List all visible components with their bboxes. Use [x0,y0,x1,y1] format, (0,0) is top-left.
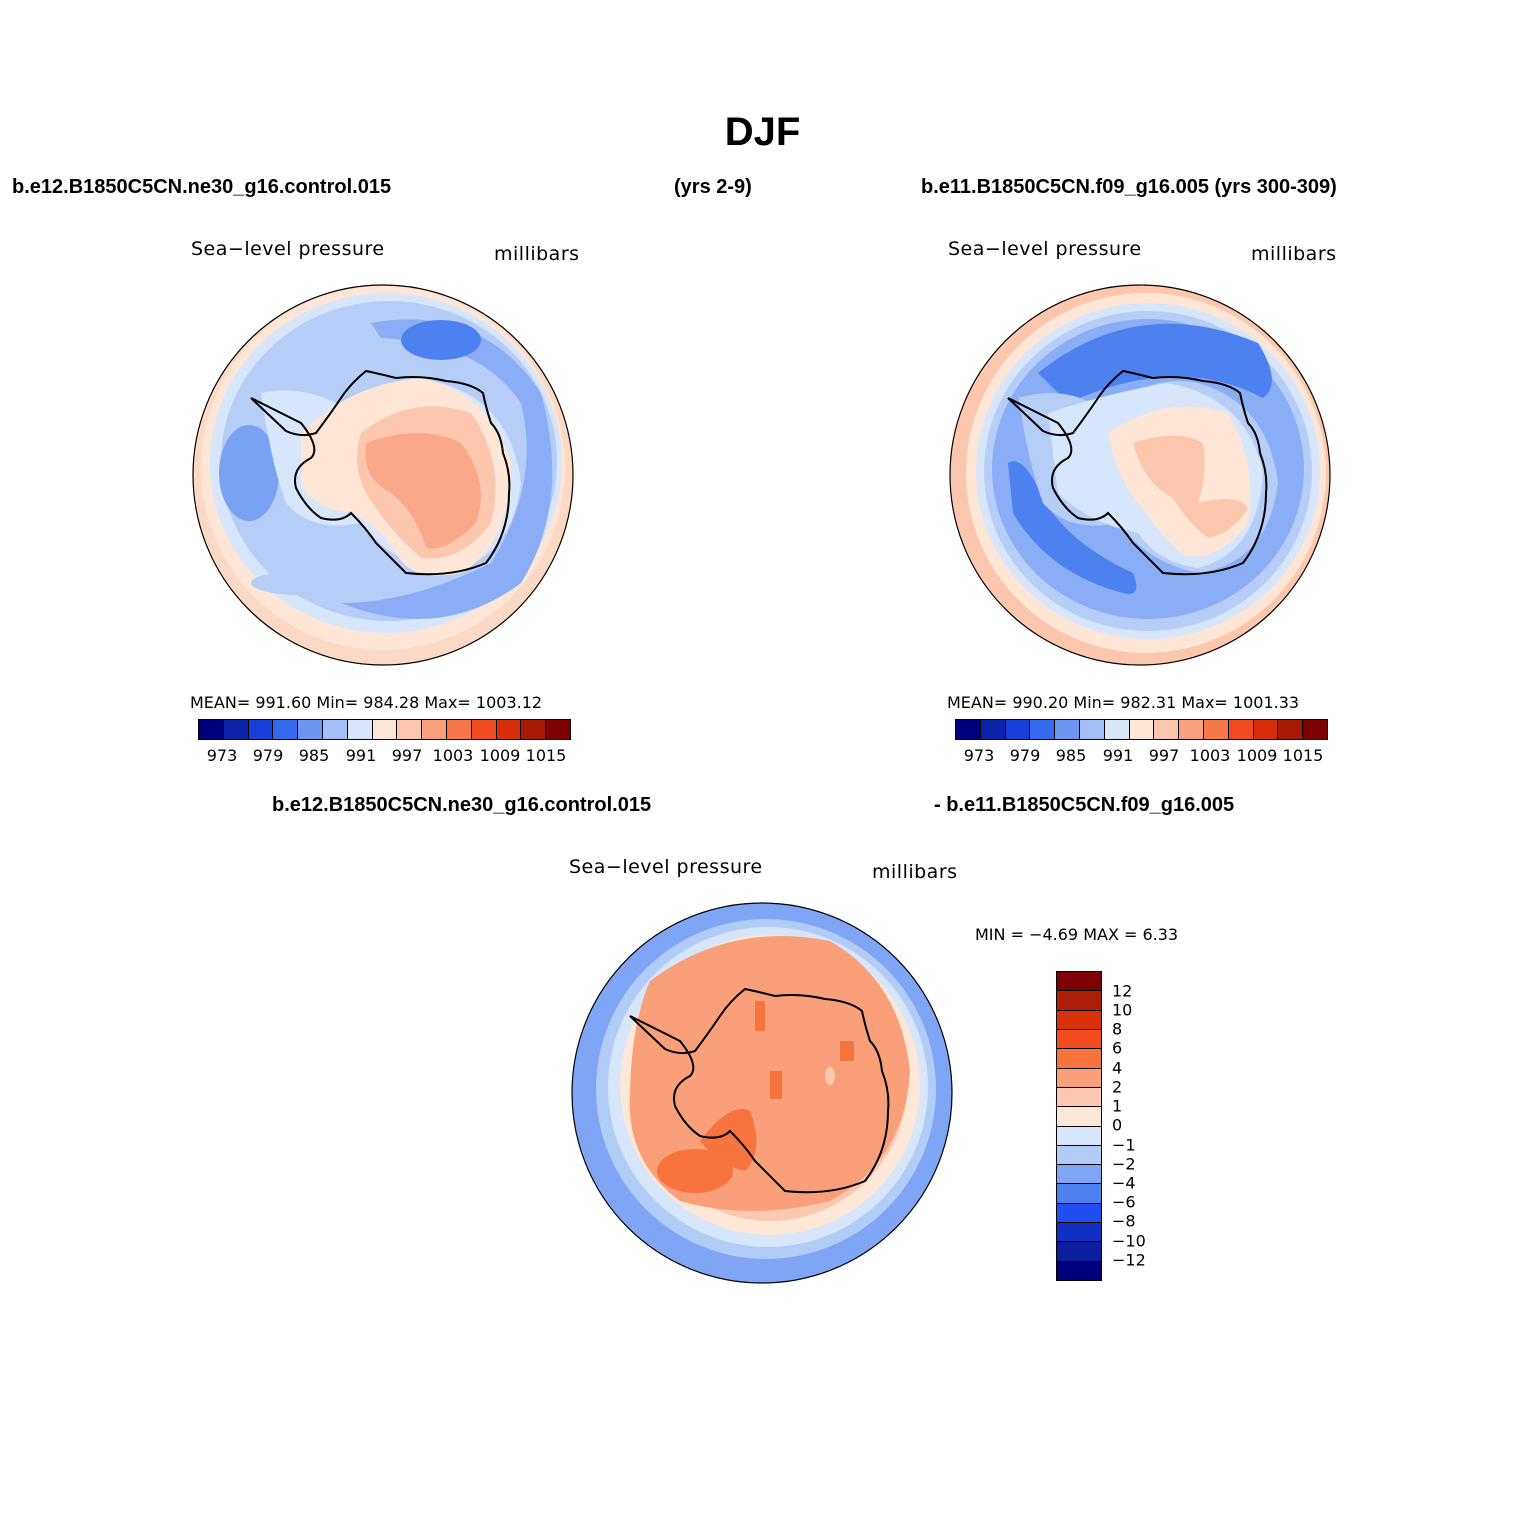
colorbar-swatch [1057,1126,1101,1146]
colorbar-swatch [980,720,1006,739]
colorbar-tick-label: 1009 [479,746,521,765]
diff-colorbar-tick-label: 8 [1112,1019,1123,1039]
colorbar-tick-label: 997 [1148,746,1180,765]
diff-units: millibars [872,861,958,883]
colorbar-tick-label: 1009 [1236,746,1278,765]
panel1-stats: MEAN= 991.60 Min= 984.28 Max= 1003.12 [190,693,543,712]
diff-colorbar-tick-label: −6 [1112,1192,1136,1212]
colorbar-swatch [1104,720,1130,739]
diff-colorbar-tick-label: 0 [1112,1115,1123,1135]
diff-minmax: MIN = −4.69 MAX = 6.33 [975,925,1179,944]
colorbar-swatch [1057,1184,1101,1204]
colorbar-swatch [422,720,447,739]
panel2-colorbar [955,719,1328,740]
colorbar-swatch [372,720,398,739]
diff-case-a: b.e12.B1850C5CN.ne30_g16.control.015 [272,794,652,816]
diff-polar-map [571,902,953,1284]
colorbar-swatch [1057,1029,1101,1050]
diff-colorbar-tick-label: −12 [1112,1250,1146,1270]
diff-colorbar-tick-label: 6 [1112,1038,1123,1058]
panel2-field-title: Sea−level pressure [948,238,1142,260]
colorbar-tick-label: 973 [206,746,238,765]
colorbar-swatch [298,720,323,739]
colorbar-swatch [1057,1223,1101,1243]
colorbar-swatch [1057,1145,1101,1166]
case-name-left: b.e12.B1850C5CN.ne30_g16.control.015 [12,176,392,198]
colorbar-swatch [1005,720,1031,739]
colorbar-swatch [1057,972,1101,992]
diff-colorbar-tick-label: −1 [1112,1135,1136,1155]
years-left: (yrs 2-9) [674,176,752,198]
colorbar-swatch [1303,720,1327,739]
colorbar-swatch [1057,1242,1101,1262]
colorbar-swatch [1057,1068,1101,1088]
panel2-polar-map [949,284,1331,666]
colorbar-swatch [1129,720,1155,739]
colorbar-tick-label: 1015 [525,746,567,765]
diff-colorbar-tick-label: 10 [1112,1000,1133,1020]
colorbar-swatch [1228,720,1254,739]
colorbar-swatch [1055,720,1080,739]
panel1-field-title: Sea−level pressure [191,238,385,260]
diff-colorbar-tick-label: 1 [1112,1096,1123,1116]
colorbar-tick-label: 1003 [1189,746,1231,765]
colorbar-tick-label: 973 [963,746,995,765]
colorbar-swatch [248,720,274,739]
colorbar-swatch [397,720,423,739]
colorbar-swatch [1203,720,1229,739]
colorbar-tick-label: 985 [1055,746,1087,765]
panel2-units: millibars [1251,243,1337,265]
colorbar-swatch [1057,1107,1101,1127]
colorbar-tick-label: 991 [345,746,377,765]
colorbar-swatch [956,720,981,739]
colorbar-swatch [1179,720,1204,739]
colorbar-swatch [1030,720,1056,739]
diff-colorbar-tick-label: −2 [1112,1154,1136,1174]
diff-colorbar [1056,971,1102,1281]
page-title: DJF [724,110,801,154]
colorbar-swatch [1057,1203,1101,1224]
panel1-units: millibars [494,243,580,265]
colorbar-swatch [546,720,570,739]
diff-colorbar-tick-label: −10 [1112,1231,1146,1251]
diff-colorbar-tick-label: 2 [1112,1077,1123,1097]
colorbar-tick-label: 991 [1102,746,1134,765]
colorbar-swatch [496,720,522,739]
colorbar-tick-label: 979 [1009,746,1041,765]
panel1-colorbar [198,719,571,740]
panel1-polar-map [192,284,574,666]
colorbar-swatch [471,720,497,739]
diff-field-title: Sea−level pressure [569,856,763,878]
colorbar-swatch [1057,1165,1101,1185]
colorbar-swatch [1057,1049,1101,1069]
colorbar-swatch [1057,1087,1101,1108]
colorbar-swatch [1057,1010,1101,1030]
colorbar-swatch [223,720,249,739]
diff-case-b: - b.e11.B1850C5CN.f09_g16.005 [934,794,1235,816]
colorbar-swatch [521,720,547,739]
colorbar-swatch [446,720,472,739]
colorbar-swatch [1253,720,1279,739]
diff-colorbar-tick-label: 12 [1112,981,1133,1001]
colorbar-swatch [199,720,224,739]
colorbar-swatch [322,720,348,739]
colorbar-swatch [1057,1261,1101,1280]
colorbar-tick-label: 979 [252,746,284,765]
colorbar-swatch [1057,991,1101,1011]
diff-colorbar-tick-label: −8 [1112,1211,1136,1231]
colorbar-swatch [1079,720,1105,739]
colorbar-tick-label: 1015 [1282,746,1324,765]
colorbar-swatch [1278,720,1304,739]
colorbar-swatch [347,720,373,739]
panel2-stats: MEAN= 990.20 Min= 982.31 Max= 1001.33 [947,693,1300,712]
colorbar-swatch [1154,720,1180,739]
case-name-right: b.e11.B1850C5CN.f09_g16.005 (yrs 300-309… [921,176,1337,198]
colorbar-tick-label: 1003 [432,746,474,765]
colorbar-tick-label: 997 [391,746,423,765]
diff-colorbar-tick-label: −4 [1112,1173,1136,1193]
diff-colorbar-tick-label: 4 [1112,1058,1123,1078]
colorbar-tick-label: 985 [298,746,330,765]
colorbar-swatch [273,720,299,739]
